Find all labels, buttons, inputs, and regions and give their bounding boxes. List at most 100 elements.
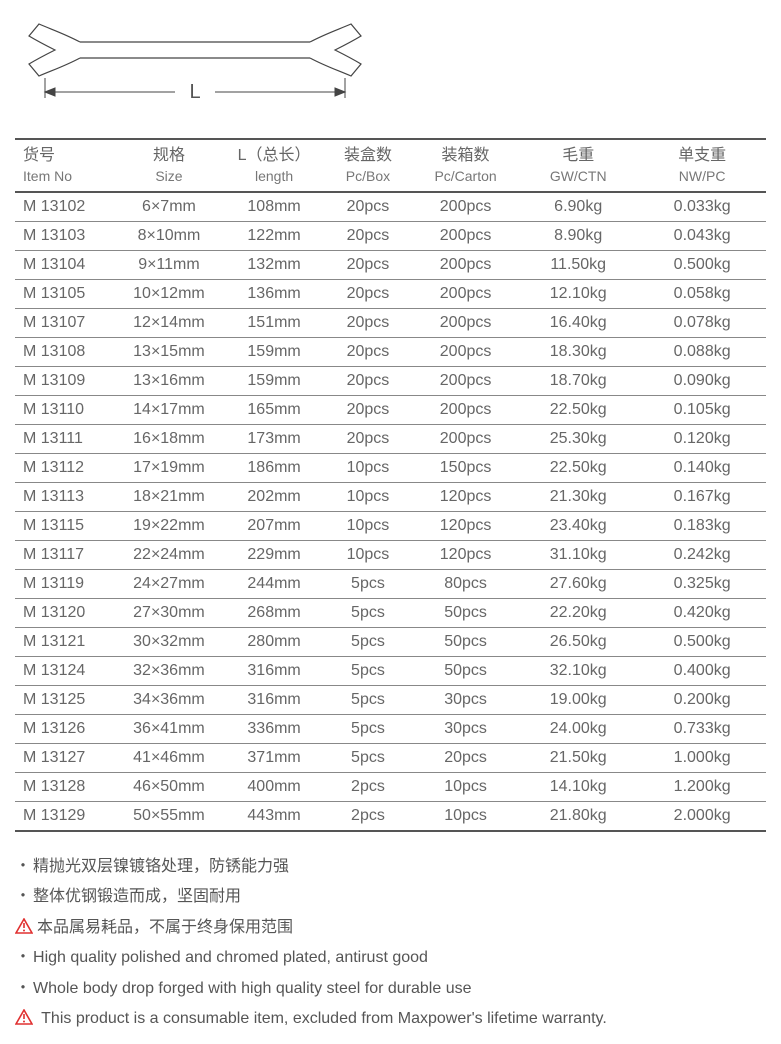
table-row: M 1311318×21mm202mm10pcs120pcs21.30kg0.1…	[15, 482, 766, 511]
table-cell: 268mm	[225, 598, 323, 627]
col-cn: 单支重	[642, 146, 762, 167]
wrench-diagram: L	[25, 20, 766, 113]
table-row: M 131026×7mm108mm20pcs200pcs6.90kg0.033k…	[15, 192, 766, 222]
table-cell: 25.30kg	[518, 424, 638, 453]
col-cn: 装盒数	[327, 146, 409, 167]
table-row: M 1311519×22mm207mm10pcs120pcs23.40kg0.1…	[15, 511, 766, 540]
table-cell: 22.50kg	[518, 395, 638, 424]
table-cell: 0.200kg	[638, 685, 766, 714]
table-row: M 1311116×18mm173mm20pcs200pcs25.30kg0.1…	[15, 424, 766, 453]
table-cell: 10pcs	[323, 511, 413, 540]
table-cell: M 13125	[15, 685, 113, 714]
table-cell: M 13113	[15, 482, 113, 511]
table-cell: 36×41mm	[113, 714, 226, 743]
table-cell: 11.50kg	[518, 250, 638, 279]
table-cell: M 13127	[15, 743, 113, 772]
table-cell: 0.090kg	[638, 366, 766, 395]
warning-icon	[15, 1009, 33, 1025]
table-cell: 2.000kg	[638, 801, 766, 831]
table-cell: 0.325kg	[638, 569, 766, 598]
col-cn: 规格	[117, 146, 222, 167]
table-cell: 10pcs	[323, 482, 413, 511]
table-cell: M 13115	[15, 511, 113, 540]
table-cell: 5pcs	[323, 685, 413, 714]
table-cell: 120pcs	[413, 540, 518, 569]
table-cell: 186mm	[225, 453, 323, 482]
table-cell: 0.183kg	[638, 511, 766, 540]
table-row: M 1311014×17mm165mm20pcs200pcs22.50kg0.1…	[15, 395, 766, 424]
table-cell: 173mm	[225, 424, 323, 453]
table-cell: 0.105kg	[638, 395, 766, 424]
note-cn-3: 本品属易耗品，不属于终身保用范围	[37, 919, 293, 936]
table-cell: 229mm	[225, 540, 323, 569]
table-cell: 0.500kg	[638, 627, 766, 656]
note-en-1: High quality polished and chromed plated…	[15, 943, 766, 973]
table-cell: 316mm	[225, 685, 323, 714]
table-cell: 20pcs	[323, 424, 413, 453]
table-cell: 50pcs	[413, 598, 518, 627]
table-row: M 131038×10mm122mm20pcs200pcs8.90kg0.043…	[15, 221, 766, 250]
table-cell: 0.120kg	[638, 424, 766, 453]
table-cell: M 13108	[15, 337, 113, 366]
table-cell: M 13110	[15, 395, 113, 424]
table-cell: 202mm	[225, 482, 323, 511]
table-cell: 200pcs	[413, 337, 518, 366]
table-cell: 50pcs	[413, 627, 518, 656]
table-cell: M 13104	[15, 250, 113, 279]
table-cell: 1.200kg	[638, 772, 766, 801]
table-cell: 20pcs	[323, 221, 413, 250]
table-cell: 30pcs	[413, 685, 518, 714]
table-cell: 0.400kg	[638, 656, 766, 685]
table-cell: 0.242kg	[638, 540, 766, 569]
table-cell: M 13102	[15, 192, 113, 222]
table-cell: 9×11mm	[113, 250, 226, 279]
table-cell: 200pcs	[413, 395, 518, 424]
table-row: M 1310510×12mm136mm20pcs200pcs12.10kg0.0…	[15, 279, 766, 308]
table-cell: 22×24mm	[113, 540, 226, 569]
table-cell: 13×16mm	[113, 366, 226, 395]
table-cell: 0.033kg	[638, 192, 766, 222]
table-row: M 1312846×50mm400mm2pcs10pcs14.10kg1.200…	[15, 772, 766, 801]
table-cell: M 13124	[15, 656, 113, 685]
table-cell: M 13111	[15, 424, 113, 453]
note-en-2: Whole body drop forged with high quality…	[15, 974, 766, 1004]
table-cell: 16×18mm	[113, 424, 226, 453]
table-cell: 200pcs	[413, 192, 518, 222]
col-en: Size	[117, 167, 222, 185]
table-cell: 26.50kg	[518, 627, 638, 656]
table-cell: 0.733kg	[638, 714, 766, 743]
table-cell: 150pcs	[413, 453, 518, 482]
table-row: M 1312130×32mm280mm5pcs50pcs26.50kg0.500…	[15, 627, 766, 656]
table-row: M 1311217×19mm186mm10pcs150pcs22.50kg0.1…	[15, 453, 766, 482]
table-cell: 22.50kg	[518, 453, 638, 482]
table-cell: 20pcs	[323, 395, 413, 424]
table-cell: 159mm	[225, 337, 323, 366]
table-cell: 10×12mm	[113, 279, 226, 308]
table-cell: 20pcs	[323, 308, 413, 337]
table-cell: 5pcs	[323, 743, 413, 772]
table-cell: 0.167kg	[638, 482, 766, 511]
table-cell: 200pcs	[413, 424, 518, 453]
table-cell: 151mm	[225, 308, 323, 337]
table-cell: 10pcs	[323, 540, 413, 569]
table-cell: 122mm	[225, 221, 323, 250]
table-cell: 0.043kg	[638, 221, 766, 250]
table-cell: 0.420kg	[638, 598, 766, 627]
table-row: M 1312432×36mm316mm5pcs50pcs32.10kg0.400…	[15, 656, 766, 685]
table-cell: 0.088kg	[638, 337, 766, 366]
col-cn: 装箱数	[417, 146, 514, 167]
table-cell: 5pcs	[323, 656, 413, 685]
table-cell: 14.10kg	[518, 772, 638, 801]
table-cell: 27×30mm	[113, 598, 226, 627]
table-row: M 1311722×24mm229mm10pcs120pcs31.10kg0.2…	[15, 540, 766, 569]
table-cell: 20pcs	[323, 192, 413, 222]
table-cell: 32.10kg	[518, 656, 638, 685]
table-cell: 316mm	[225, 656, 323, 685]
table-cell: 0.140kg	[638, 453, 766, 482]
table-row: M 1312950×55mm443mm2pcs10pcs21.80kg2.000…	[15, 801, 766, 831]
table-cell: 20pcs	[323, 279, 413, 308]
table-cell: 336mm	[225, 714, 323, 743]
table-cell: 280mm	[225, 627, 323, 656]
spec-table: 货号Item No 规格Size L（总长）length 装盒数Pc/Box 装…	[15, 138, 766, 832]
table-cell: M 13107	[15, 308, 113, 337]
